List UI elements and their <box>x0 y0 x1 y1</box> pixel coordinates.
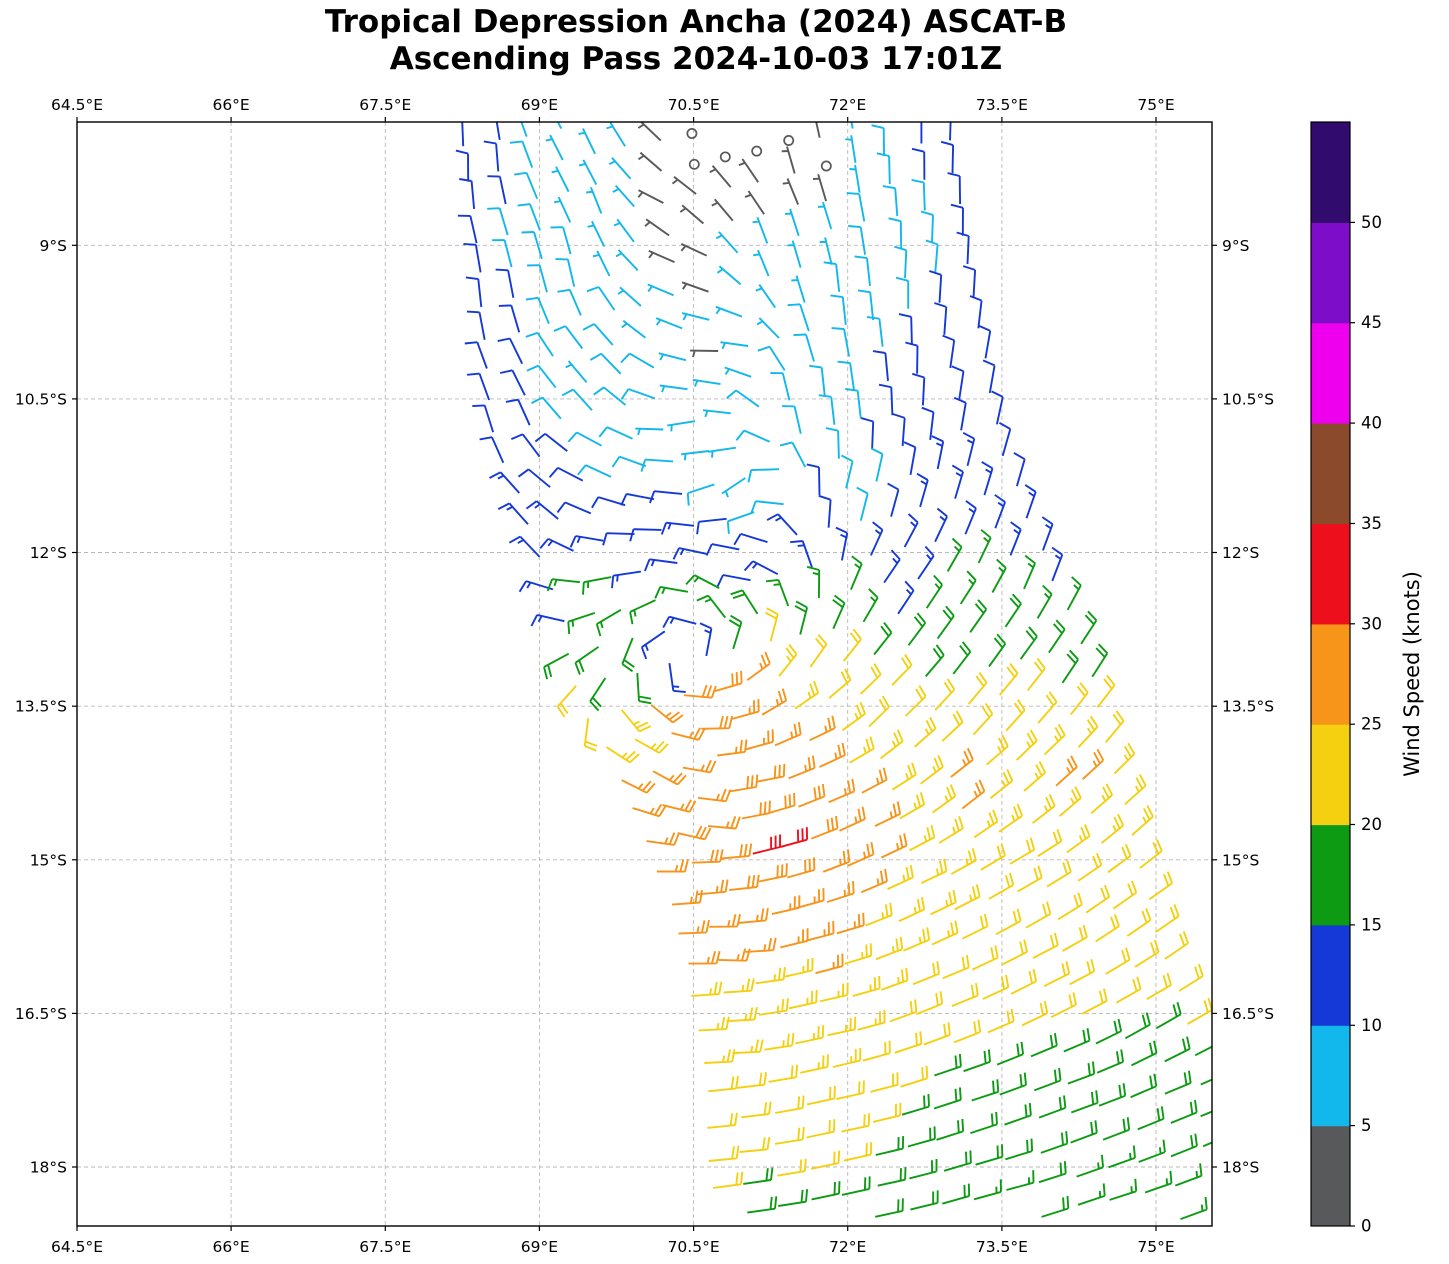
svg-text:64.5°E: 64.5°E <box>51 1238 103 1256</box>
svg-text:66°E: 66°E <box>212 1238 249 1256</box>
svg-text:12°S: 12°S <box>1222 544 1259 562</box>
svg-text:18°S: 18°S <box>1222 1159 1259 1177</box>
svg-text:5: 5 <box>1361 1116 1372 1135</box>
svg-text:67.5°E: 67.5°E <box>359 1238 411 1256</box>
svg-text:13.5°S: 13.5°S <box>15 698 67 716</box>
svg-text:40: 40 <box>1361 414 1382 433</box>
svg-text:0: 0 <box>1361 1217 1372 1236</box>
svg-text:30: 30 <box>1361 614 1382 633</box>
svg-text:10: 10 <box>1361 1016 1382 1035</box>
svg-text:69°E: 69°E <box>521 96 558 114</box>
svg-text:45: 45 <box>1361 313 1382 332</box>
svg-text:20: 20 <box>1361 815 1382 834</box>
svg-text:18°S: 18°S <box>30 1159 67 1177</box>
svg-text:72°E: 72°E <box>829 96 866 114</box>
svg-text:35: 35 <box>1361 514 1382 533</box>
plot-title: Tropical Depression Ancha (2024) ASCAT-B… <box>77 4 1315 78</box>
svg-text:67.5°E: 67.5°E <box>359 96 411 114</box>
axis-ticks <box>72 117 1217 1231</box>
colorbar: 0 5 10 15 20 25 30 35 40 45 50 <box>1310 121 1382 1236</box>
svg-text:15°S: 15°S <box>1222 851 1259 869</box>
svg-text:69°E: 69°E <box>521 1238 558 1256</box>
axis-tick-labels: 64.5°E 64.5°E 66°E 66°E 67.5°E 67.5°E 69°E 69°E… <box>15 96 1274 1256</box>
svg-text:75°E: 75°E <box>1137 1238 1174 1256</box>
svg-text:9°S: 9°S <box>40 237 67 255</box>
svg-text:70.5°E: 70.5°E <box>668 1238 720 1256</box>
gridlines <box>76 122 1212 1226</box>
svg-text:15°S: 15°S <box>30 851 67 869</box>
svg-text:50: 50 <box>1361 213 1382 232</box>
svg-text:66°E: 66°E <box>212 96 249 114</box>
colorbar-axis-label: Wind Speed (knots) <box>1400 571 1424 777</box>
svg-text:13.5°S: 13.5°S <box>1222 698 1274 716</box>
svg-text:10.5°S: 10.5°S <box>1222 390 1274 408</box>
svg-text:9°S: 9°S <box>1222 237 1249 255</box>
svg-text:12°S: 12°S <box>30 544 67 562</box>
plot-title-line1: Tropical Depression Ancha (2024) ASCAT-B <box>324 4 1068 40</box>
svg-text:73.5°E: 73.5°E <box>976 1238 1028 1256</box>
wind-barb-field <box>455 122 1212 1220</box>
svg-text:10.5°S: 10.5°S <box>15 390 67 408</box>
svg-text:75°E: 75°E <box>1137 96 1174 114</box>
svg-text:16.5°S: 16.5°S <box>15 1005 67 1023</box>
svg-text:15: 15 <box>1361 915 1382 934</box>
svg-text:25: 25 <box>1361 715 1382 734</box>
svg-text:73.5°E: 73.5°E <box>976 96 1028 114</box>
axes-frame <box>76 121 1213 1227</box>
svg-text:64.5°E: 64.5°E <box>51 96 103 114</box>
svg-text:16.5°S: 16.5°S <box>1222 1005 1274 1023</box>
svg-text:72°E: 72°E <box>829 1238 866 1256</box>
plot-title-line2: Ascending Pass 2024-10-03 17:01Z <box>389 41 1003 77</box>
svg-text:70.5°E: 70.5°E <box>668 96 720 114</box>
